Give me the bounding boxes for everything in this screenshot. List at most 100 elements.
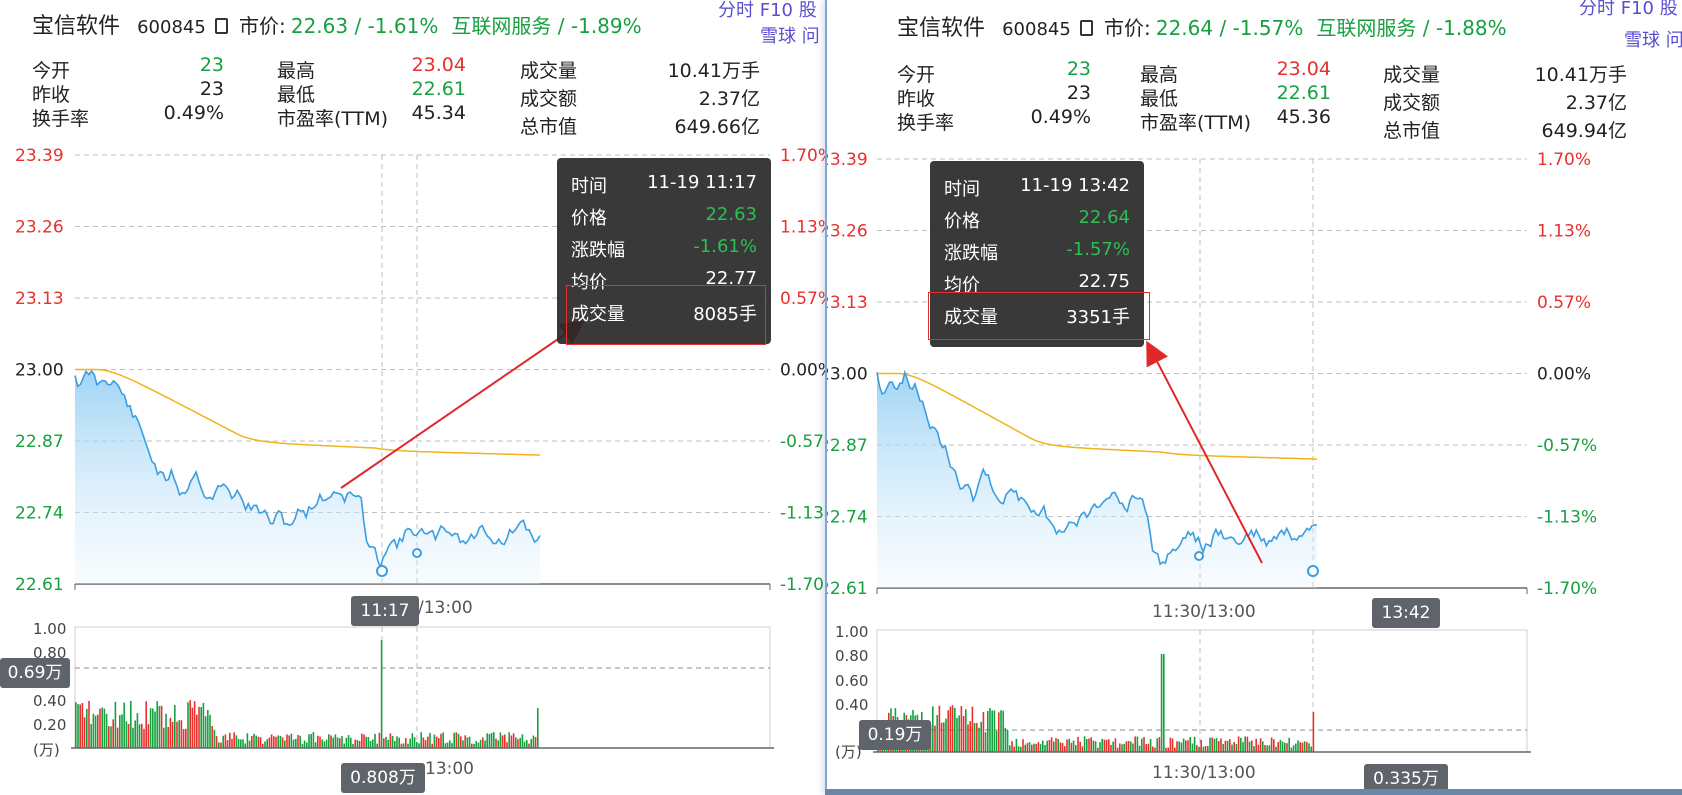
volume-bar bbox=[1132, 743, 1134, 752]
percent-axis-label: 1.13% bbox=[780, 218, 825, 238]
volume-bar bbox=[141, 723, 143, 748]
volume-highlight-box bbox=[566, 285, 766, 345]
volume-bar bbox=[475, 740, 477, 748]
volume-bar bbox=[1110, 744, 1112, 752]
volume-bar bbox=[1176, 741, 1178, 752]
volume-bar bbox=[1134, 736, 1136, 752]
volume-bar bbox=[530, 738, 532, 748]
price-axis-label: 23.39 bbox=[825, 150, 868, 170]
sector-link[interactable]: 互联网服务 / -1.89% bbox=[451, 14, 642, 38]
tooltip-volume: 3351手 bbox=[1066, 307, 1130, 328]
volume-bar bbox=[105, 713, 108, 748]
volume-bar bbox=[1191, 743, 1194, 752]
price-axis-label: 23.13 bbox=[15, 289, 64, 309]
volume-bar bbox=[473, 743, 475, 748]
volume-marker-badge: 0.69万 bbox=[0, 658, 70, 688]
volume-bar bbox=[1037, 742, 1040, 752]
volume-bar bbox=[1072, 740, 1075, 752]
volume-bar bbox=[235, 735, 238, 748]
volume-bar bbox=[534, 736, 537, 748]
volume-bar bbox=[103, 708, 106, 748]
volume-bar bbox=[363, 734, 365, 748]
prev-close-value: 23 bbox=[1066, 82, 1091, 104]
volume-bar bbox=[101, 707, 103, 748]
volume-bar bbox=[1213, 738, 1216, 752]
price-label: 市价: bbox=[239, 14, 286, 38]
prev-close-label: 昨收 bbox=[32, 84, 71, 106]
volume-bar bbox=[290, 733, 293, 748]
xueqiu-link[interactable]: 雪球 问 bbox=[760, 26, 820, 47]
volume-bar bbox=[380, 640, 383, 748]
price-marker-circle bbox=[1307, 565, 1319, 577]
turnover-value: 0.49% bbox=[1030, 106, 1091, 128]
xueqiu-link[interactable]: 雪球 问 bbox=[1624, 30, 1682, 51]
tooltip-avg: 22.77 bbox=[705, 268, 757, 289]
amount-label: 成交额 bbox=[1383, 92, 1441, 114]
price-axis-label: 23.00 bbox=[15, 361, 64, 381]
volume-bar bbox=[1218, 741, 1220, 752]
percent-axis-label: -0.57% bbox=[780, 432, 825, 452]
volume-bar bbox=[936, 715, 938, 752]
volume-bar bbox=[523, 741, 526, 748]
copy-icon[interactable] bbox=[214, 18, 228, 34]
turnover-value: 0.49% bbox=[163, 102, 224, 124]
time-axis-label-lower: 13:00 bbox=[425, 759, 474, 779]
average-price-line bbox=[877, 372, 1318, 460]
time-axis-label: /13:00 bbox=[418, 598, 473, 618]
open-label: 今开 bbox=[897, 64, 936, 86]
price-axis-label: 22.61 bbox=[825, 579, 868, 599]
nav-links-top[interactable]: 分时 F10 股 bbox=[718, 0, 817, 21]
high-label: 最高 bbox=[277, 60, 316, 82]
volume-axis-label: 0.40 bbox=[835, 696, 868, 714]
market-cap-value: 649.94亿 bbox=[1541, 120, 1627, 142]
percent-axis-label: 1.70% bbox=[1537, 150, 1591, 170]
volume-bar bbox=[958, 715, 960, 752]
stock-name: 宝信软件 bbox=[32, 14, 121, 39]
tooltip-avg-label: 均价 bbox=[571, 272, 607, 293]
volume-bar bbox=[334, 734, 337, 748]
volume-bar bbox=[980, 721, 982, 752]
volume-bar bbox=[402, 743, 405, 748]
volume-bar bbox=[187, 702, 189, 748]
volume-bar bbox=[121, 714, 123, 748]
volume-bar bbox=[1189, 737, 1191, 752]
volume-bar bbox=[969, 721, 971, 752]
percent-axis-label: -1.70% bbox=[1537, 579, 1597, 599]
volume-bar bbox=[233, 732, 235, 748]
volume-bar bbox=[303, 740, 306, 748]
volume-bar bbox=[297, 735, 299, 748]
price-axis-label: 23.39 bbox=[15, 146, 64, 166]
volume-bar bbox=[391, 735, 394, 748]
volume-bar bbox=[1123, 743, 1125, 752]
volume-bar bbox=[1220, 738, 1222, 752]
volume-bar bbox=[1031, 744, 1033, 752]
intraday-chart[interactable]: 23.39 1.70% 23.26 1.13% 23.13 0.57% 23.00 0.00%… bbox=[0, 0, 825, 795]
volume-bar bbox=[938, 705, 941, 752]
volume-bar bbox=[1244, 736, 1246, 752]
volume-bar bbox=[1017, 746, 1020, 752]
volume-value: 10.41万手 bbox=[667, 60, 760, 82]
volume-bar bbox=[367, 736, 370, 748]
volume-bar bbox=[440, 733, 442, 748]
sector-link[interactable]: 互联网服务 / -1.88% bbox=[1316, 16, 1507, 40]
price-area-fill bbox=[75, 371, 540, 584]
prev-close-label: 昨收 bbox=[897, 88, 936, 110]
volume-bar bbox=[422, 737, 425, 748]
volume-bar bbox=[1253, 746, 1255, 752]
volume-label: 成交量 bbox=[520, 60, 578, 82]
volume-bar bbox=[1156, 738, 1158, 752]
intraday-chart[interactable]: 23.39 1.70% 23.26 1.13% 23.13 0.57% 23.00 0.00%… bbox=[827, 0, 1682, 795]
volume-bar bbox=[1125, 741, 1128, 752]
volume-marker-badge: 0.19万 bbox=[859, 720, 931, 750]
volume-bar bbox=[127, 723, 130, 748]
volume-axis-label: 0.60 bbox=[835, 672, 868, 690]
nav-links-top[interactable]: 分时 F10 股 bbox=[1579, 0, 1678, 19]
volume-bar bbox=[1044, 744, 1046, 752]
copy-icon[interactable] bbox=[1079, 20, 1093, 36]
volume-bar bbox=[178, 720, 180, 748]
volume-bar bbox=[325, 739, 328, 748]
volume-bar bbox=[92, 713, 95, 748]
volume-bar bbox=[308, 734, 310, 748]
volume-bar bbox=[995, 730, 998, 752]
volume-bar bbox=[116, 727, 119, 748]
